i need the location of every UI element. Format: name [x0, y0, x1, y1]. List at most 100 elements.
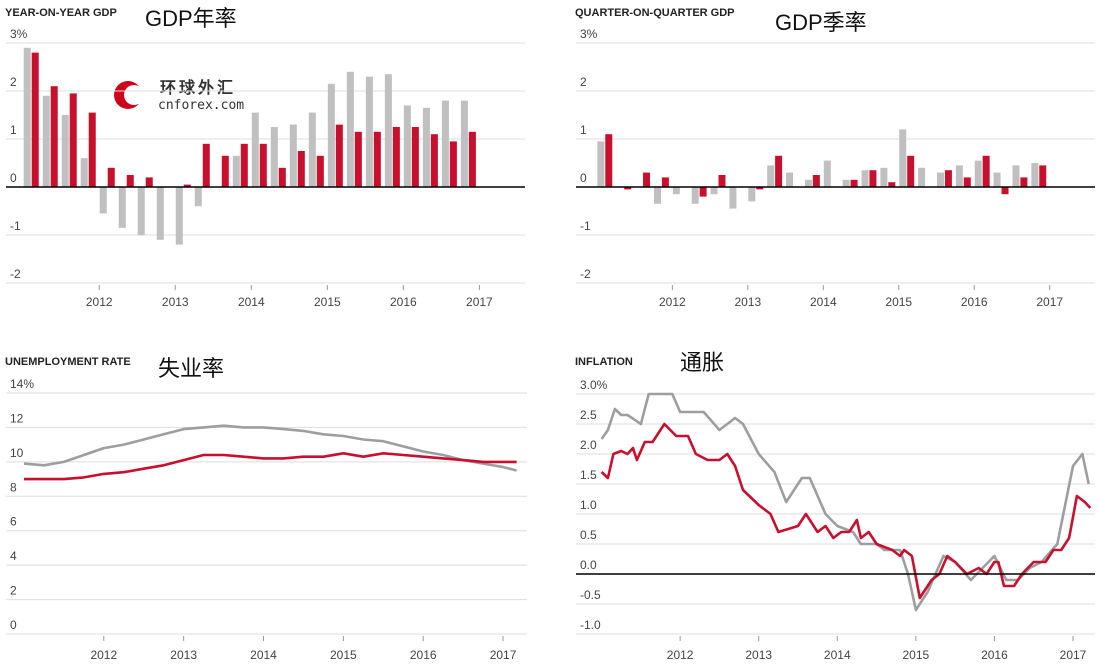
- bar: [974, 160, 982, 187]
- x-tick-label: 2016: [390, 295, 417, 309]
- x-tick-label: 2016: [961, 295, 988, 309]
- chart-panel: YEAR-ON-YEAR GDP GDP年率 -2 -1 0 1 2 3% 2012 2013 20…: [5, 6, 525, 309]
- y-tick-label: -0.5: [580, 588, 601, 602]
- y-tick-label: 8: [10, 480, 17, 494]
- y-tick-label: 2: [10, 584, 17, 598]
- x-tick-label: 2016: [981, 648, 1008, 662]
- bar: [729, 187, 737, 209]
- bar: [756, 187, 764, 190]
- bar: [643, 172, 651, 187]
- bar: [175, 187, 183, 245]
- line-series: [600, 392, 1090, 612]
- bar: [699, 187, 707, 197]
- bar: [850, 179, 858, 187]
- x-tick-label: 2012: [667, 648, 694, 662]
- y-tick-label: -1: [580, 219, 591, 233]
- bar: [403, 105, 411, 187]
- bar: [918, 167, 926, 187]
- y-tick-label: -2: [580, 267, 591, 281]
- bar: [767, 165, 775, 187]
- bar: [441, 100, 449, 187]
- y-tick-label: 2: [580, 75, 587, 89]
- y-tick-label: 12: [10, 411, 24, 425]
- bar: [183, 184, 191, 187]
- bar: [1001, 187, 1009, 195]
- bar: [270, 127, 278, 187]
- bar: [202, 143, 210, 187]
- bar: [23, 47, 31, 187]
- bar: [145, 177, 153, 187]
- logo-inner: [124, 85, 144, 105]
- x-tick-label: 2013: [745, 648, 772, 662]
- bar: [80, 158, 88, 187]
- x-tick-label: 2017: [1036, 295, 1063, 309]
- bar: [653, 187, 661, 204]
- x-tick-label: 2017: [1060, 648, 1087, 662]
- x-tick-label: 2012: [659, 295, 686, 309]
- x-tick-label: 2017: [490, 648, 517, 662]
- annotation: 通胀: [680, 350, 724, 375]
- x-tick-label: 2017: [466, 295, 493, 309]
- bar: [31, 52, 39, 187]
- y-tick-label: 1: [10, 123, 17, 137]
- bar: [775, 155, 783, 187]
- bar: [861, 170, 869, 187]
- bar: [842, 179, 850, 187]
- bar: [812, 175, 820, 187]
- bar: [232, 155, 240, 187]
- chart-panel: INFLATION 通胀 -1.0 -0.5 0.0 0.5 1.0 1.5 2.0 2.5 3.0…: [575, 350, 1095, 662]
- annotation: GDP季率: [775, 10, 867, 35]
- y-tick-label: 0: [10, 171, 17, 185]
- bar: [899, 129, 907, 187]
- y-tick-label: -2: [10, 267, 21, 281]
- x-tick-label: 2013: [734, 295, 761, 309]
- bar: [449, 141, 457, 187]
- bar: [691, 187, 699, 204]
- y-tick-label: -1: [10, 219, 21, 233]
- x-tick-label: 2013: [162, 295, 189, 309]
- annotation: 失业率: [158, 356, 224, 381]
- bar: [373, 131, 381, 187]
- x-tick-label: 2014: [250, 648, 277, 662]
- watermark: 环球外汇 cnforex.com: [114, 78, 244, 113]
- bar: [624, 187, 632, 190]
- bar: [156, 187, 164, 240]
- bar: [804, 179, 812, 187]
- bar: [392, 127, 400, 187]
- bar: [259, 143, 267, 187]
- y-tick-label: -1.0: [580, 618, 601, 632]
- line-series: [600, 422, 1092, 600]
- bar: [88, 112, 96, 187]
- y-tick-label: 0: [580, 171, 587, 185]
- bar: [126, 175, 134, 187]
- bar: [297, 151, 305, 187]
- bar: [944, 170, 952, 187]
- y-tick-label: 2.5: [580, 408, 597, 422]
- y-tick-label: 10: [10, 446, 24, 460]
- x-tick-label: 2014: [824, 648, 851, 662]
- bar: [955, 165, 963, 187]
- chart-title: UNEMPLOYMENT RATE: [5, 356, 131, 368]
- x-tick-label: 2015: [903, 648, 930, 662]
- x-tick-label: 2012: [90, 648, 117, 662]
- bar: [661, 177, 669, 187]
- chart-panel: UNEMPLOYMENT RATE 失业率 0 2 4 6 8 10 12 14% 2012 2013…: [5, 356, 527, 662]
- bar: [982, 155, 990, 187]
- bar: [327, 83, 335, 187]
- bar: [50, 86, 58, 187]
- bar: [605, 134, 613, 187]
- x-tick-label: 2014: [238, 295, 265, 309]
- bar: [710, 187, 718, 195]
- bar: [460, 100, 468, 187]
- bar: [786, 172, 794, 187]
- y-tick-label: 1: [580, 123, 587, 137]
- bar: [42, 95, 50, 187]
- x-tick-label: 2012: [86, 295, 113, 309]
- bar: [748, 187, 756, 202]
- y-tick-label: 6: [10, 515, 17, 529]
- x-tick-label: 2015: [330, 648, 357, 662]
- bar: [963, 177, 971, 187]
- bar: [907, 155, 915, 187]
- y-tick-label: 2: [10, 75, 17, 89]
- x-tick-label: 2014: [810, 295, 837, 309]
